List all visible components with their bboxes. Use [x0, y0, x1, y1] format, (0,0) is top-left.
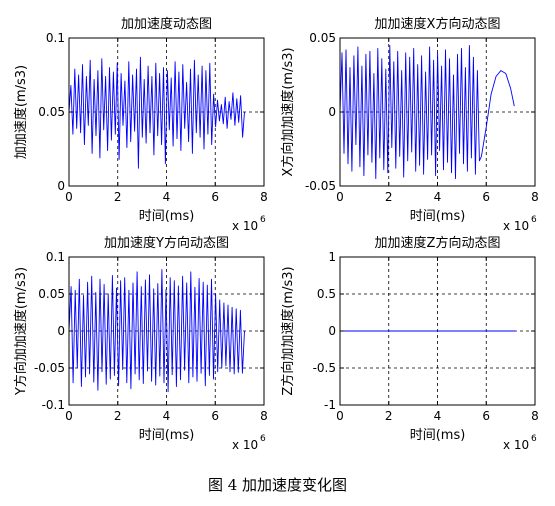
- y-tick-label: -0.05: [34, 361, 65, 375]
- x-exponent-power: 6: [260, 434, 266, 444]
- y-tick-label: 0.1: [46, 31, 65, 45]
- x-tick-label: 8: [531, 190, 539, 204]
- x-tick-label: 4: [434, 409, 442, 423]
- y-axis-label: Z方向加加速度(m/s3): [280, 266, 296, 395]
- y-tick-label: 0: [57, 324, 65, 338]
- chart-title: 加加速度Z方向动态图: [375, 235, 501, 251]
- y-tick-label: 0.1: [46, 250, 65, 264]
- y-tick-label: 0.05: [38, 287, 65, 301]
- series-line: [339, 44, 515, 180]
- y-tick-label: -0.1: [42, 398, 65, 412]
- y-tick-label: 0: [57, 179, 65, 193]
- series-line: [68, 56, 245, 169]
- x-tick-label: 4: [434, 190, 442, 204]
- series-line: [68, 269, 245, 393]
- chart-title: 加加速度动态图: [121, 16, 212, 32]
- figure-caption: 图 4 加加速度变化图: [207, 476, 348, 494]
- x-tick-label: 2: [114, 190, 122, 204]
- y-axis-label: X方向加加速度(m/s3): [280, 47, 296, 176]
- x-tick-label: 2: [385, 409, 393, 423]
- y-axis-label: 加加速度(m/s3): [13, 65, 29, 159]
- x-exponent-power: 6: [531, 434, 537, 444]
- chart-title: 加加速度X方向动态图: [375, 16, 501, 32]
- y-tick-label: 0.05: [38, 105, 65, 119]
- y-tick-label: -0.05: [305, 179, 336, 193]
- y-tick-label: 0: [328, 324, 336, 338]
- x-exponent-power: 6: [531, 215, 537, 225]
- y-tick-label: 0.5: [317, 287, 336, 301]
- y-tick-label: 0.05: [309, 31, 336, 45]
- y-tick-label: 0: [328, 105, 336, 119]
- x-tick-label: 4: [163, 190, 171, 204]
- x-axis-label: 时间(ms): [410, 209, 466, 224]
- x-tick-label: 6: [482, 190, 490, 204]
- y-tick-label: 1: [328, 250, 336, 264]
- x-axis-label: 时间(ms): [139, 209, 195, 224]
- x-tick-label: 8: [260, 190, 268, 204]
- x-tick-label: 0: [65, 190, 73, 204]
- x-tick-label: 6: [211, 190, 219, 204]
- chart-title: 加加速度Y方向动态图: [104, 235, 229, 251]
- x-tick-label: 4: [163, 409, 171, 423]
- x-tick-label: 8: [531, 409, 539, 423]
- x-exponent-label: x 10: [232, 438, 258, 452]
- x-exponent-label: x 10: [232, 219, 258, 233]
- x-axis-label: 时间(ms): [139, 428, 195, 443]
- x-exponent-label: x 10: [503, 438, 529, 452]
- x-tick-label: 0: [336, 190, 344, 204]
- x-tick-label: 2: [385, 190, 393, 204]
- x-tick-label: 2: [114, 409, 122, 423]
- x-exponent-power: 6: [260, 215, 266, 225]
- y-tick-label: -1: [324, 398, 336, 412]
- x-axis-label: 时间(ms): [410, 428, 466, 443]
- x-tick-label: 0: [65, 409, 73, 423]
- x-tick-label: 6: [482, 409, 490, 423]
- x-tick-label: 6: [211, 409, 219, 423]
- x-tick-label: 0: [336, 409, 344, 423]
- y-tick-label: -0.5: [313, 361, 336, 375]
- x-exponent-label: x 10: [503, 219, 529, 233]
- y-axis-label: Y方向加加速度(m/s3): [13, 267, 29, 396]
- x-tick-label: 8: [260, 409, 268, 423]
